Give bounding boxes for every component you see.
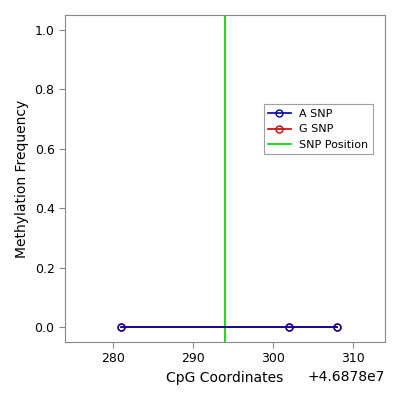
A SNP <box>118 325 123 330</box>
X-axis label: CpG Coordinates: CpG Coordinates <box>166 371 284 385</box>
Y-axis label: Methylation Frequency: Methylation Frequency <box>15 99 29 258</box>
G SNP <box>334 325 339 330</box>
Line: G SNP: G SNP <box>118 324 340 331</box>
A SNP <box>334 325 339 330</box>
A SNP <box>286 325 291 330</box>
G SNP <box>286 325 291 330</box>
Legend: A SNP, G SNP, SNP Position: A SNP, G SNP, SNP Position <box>264 104 373 154</box>
G SNP <box>118 325 123 330</box>
Line: A SNP: A SNP <box>118 324 340 331</box>
